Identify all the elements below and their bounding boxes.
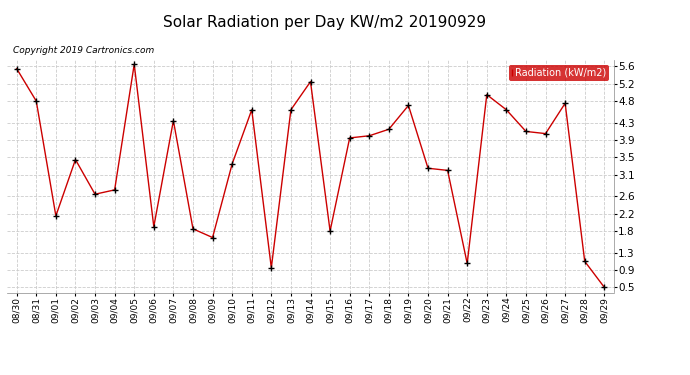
Legend: Radiation (kW/m2): Radiation (kW/m2) bbox=[509, 65, 609, 81]
Text: Solar Radiation per Day KW/m2 20190929: Solar Radiation per Day KW/m2 20190929 bbox=[163, 15, 486, 30]
Text: Copyright 2019 Cartronics.com: Copyright 2019 Cartronics.com bbox=[13, 46, 155, 56]
